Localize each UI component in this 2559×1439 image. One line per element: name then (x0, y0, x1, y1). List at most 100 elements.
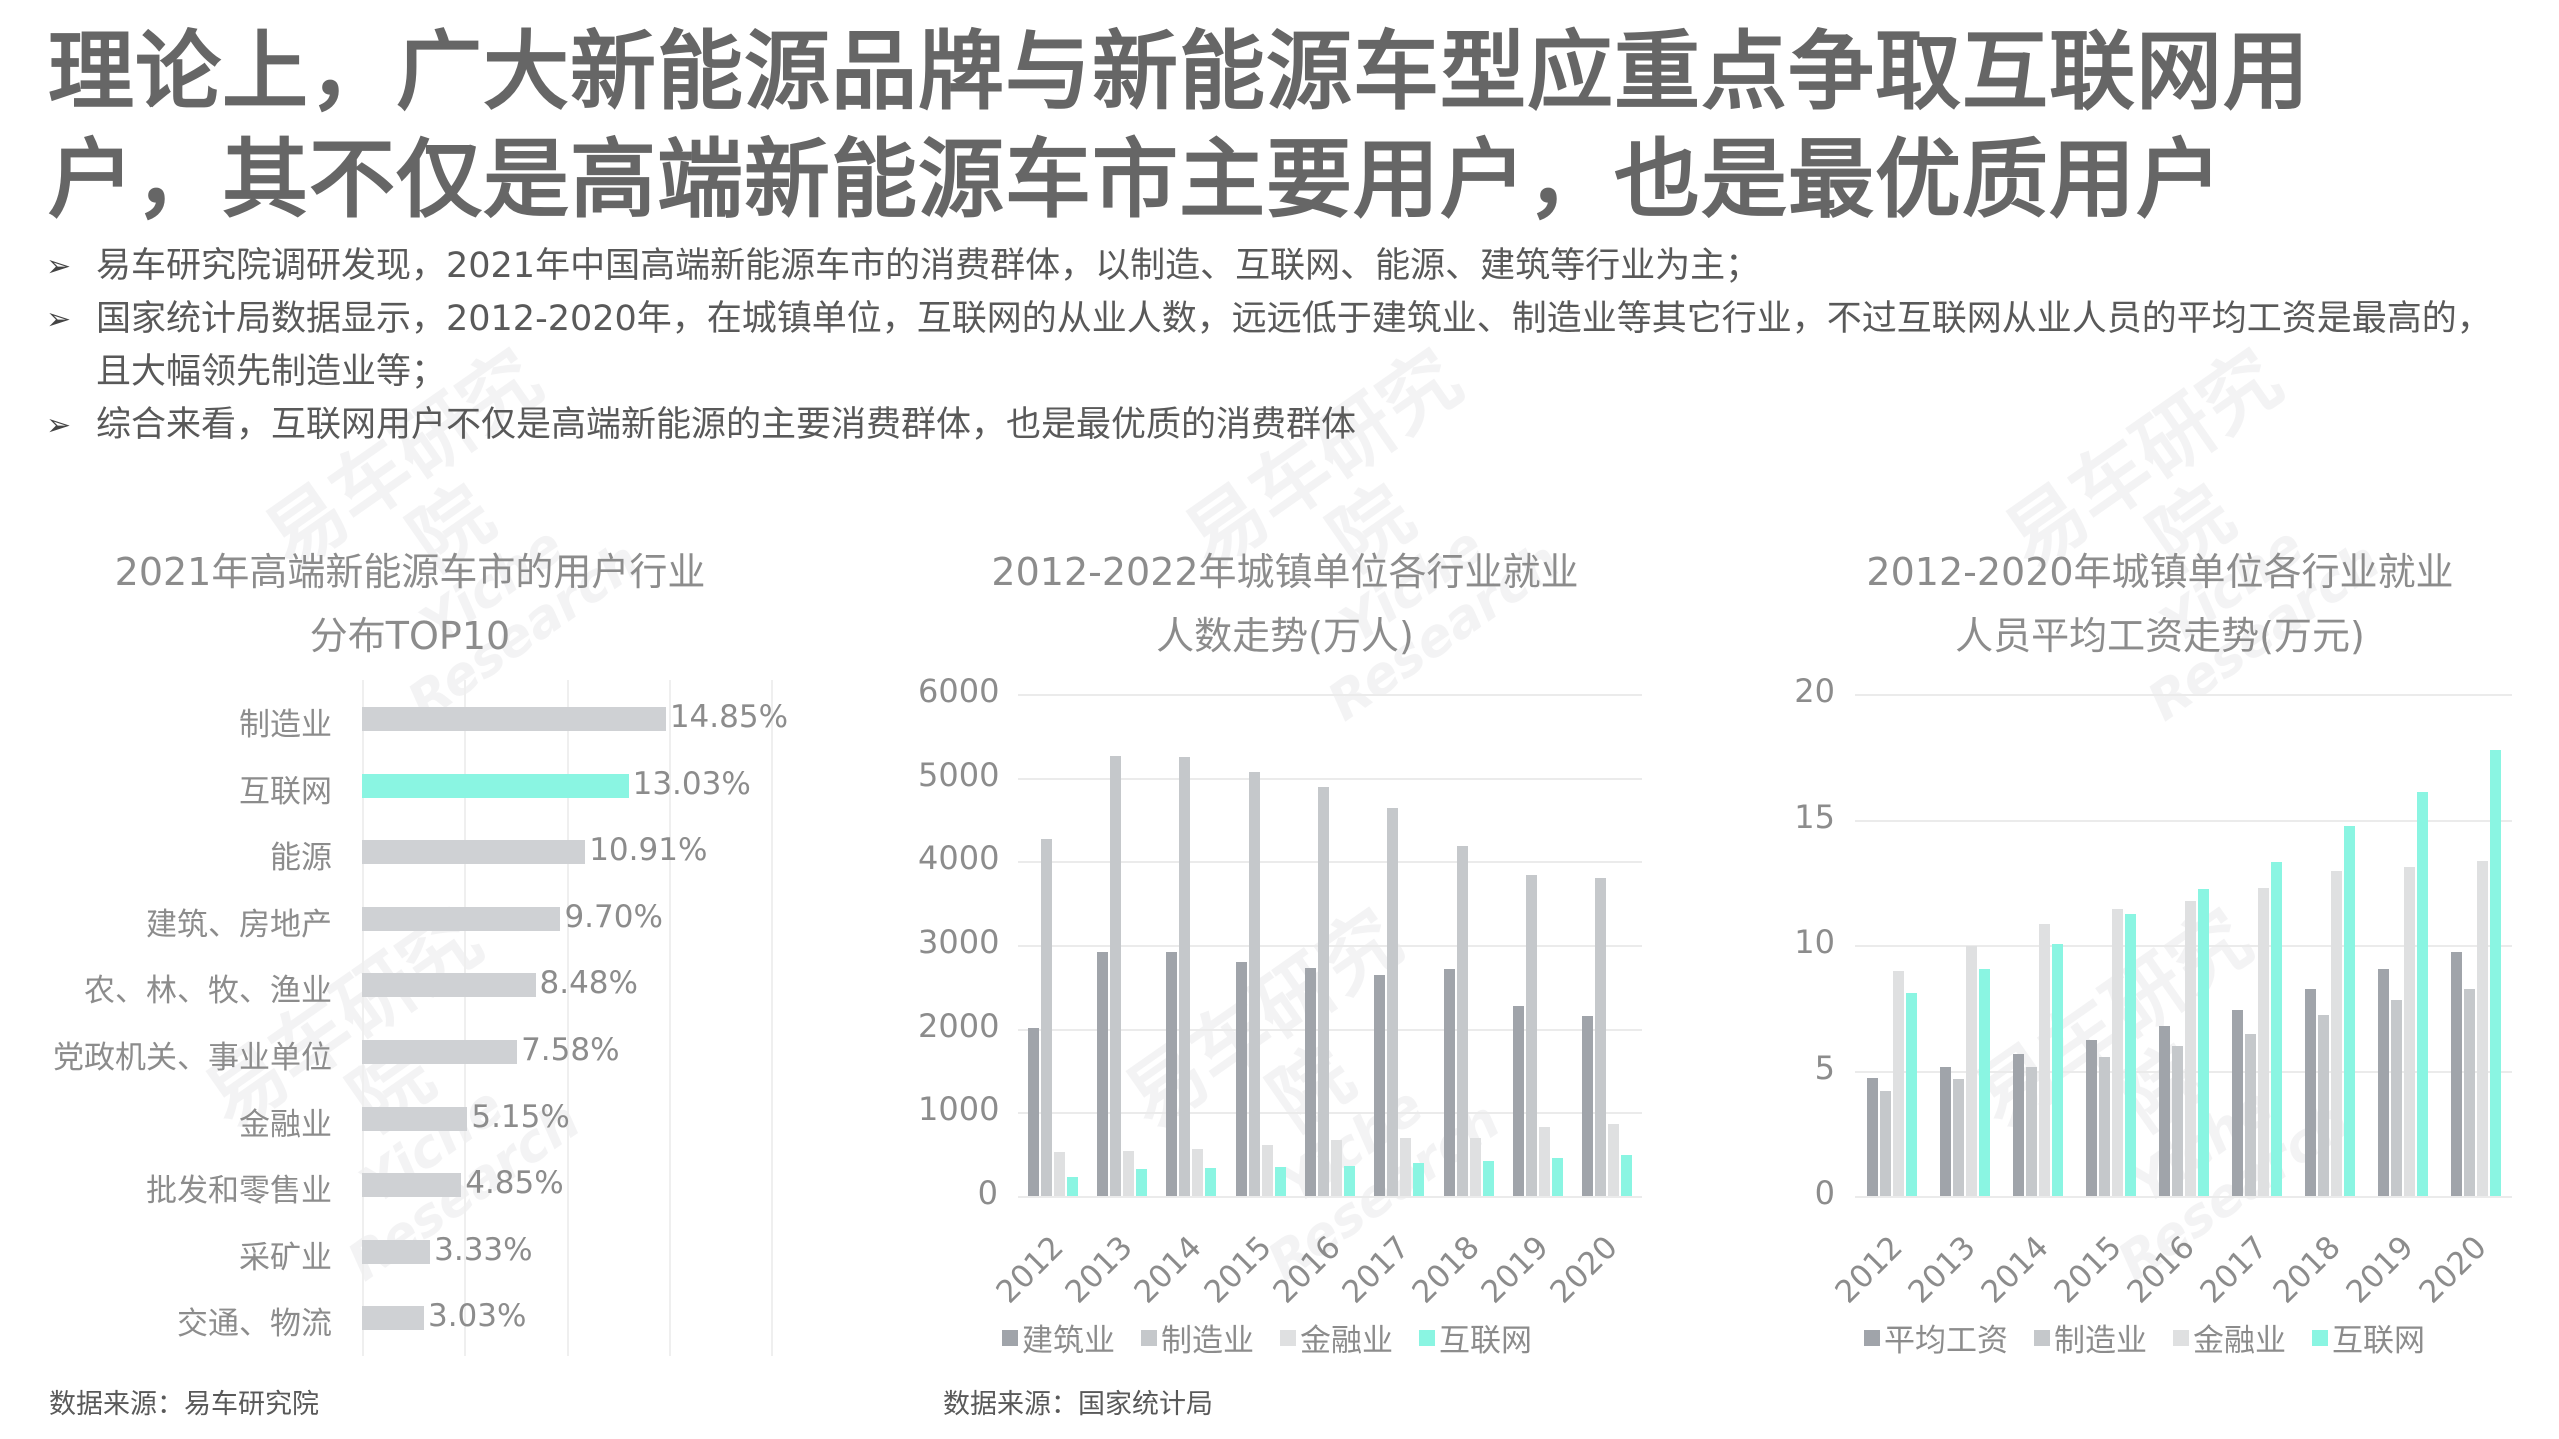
legend-label: 互联网 (2332, 1323, 2425, 1359)
grid-line (1855, 819, 2512, 822)
source-note-right: 数据来源：国家统计局 (943, 1389, 1213, 1420)
grid-line (566, 680, 569, 1356)
grid-line (1018, 694, 1642, 696)
bar-互联网 (2051, 943, 2063, 1196)
legend-item: 平均工资 (1864, 1315, 2008, 1360)
legend-label: 制造业 (2054, 1323, 2147, 1359)
bar-建筑业 (1027, 1027, 1039, 1196)
bullet-list: ➢ 易车研究院调研发现，2021年中国高端新能源车市的消费群体，以制造、互联网、… (46, 240, 2516, 452)
bar-金融业 (2111, 908, 2123, 1196)
legend: 平均工资 制造业 金融业 互联网 (1864, 1315, 2425, 1360)
bar-互联网 (1905, 993, 1917, 1196)
chart1-title-line-2: 分布TOP10 (309, 614, 511, 658)
plot-area (1018, 694, 1642, 1196)
bar-建筑业 (1305, 968, 1316, 1196)
bar-category-label: 建筑、房地产 (146, 906, 332, 943)
bar-互联网 (2197, 888, 2209, 1196)
bar-制造业 (1879, 1090, 1891, 1196)
arrow-bullet-icon: ➢ (46, 302, 72, 337)
bar-互联网 (1066, 1177, 1078, 1196)
legend: 建筑业 制造业 金融业 互联网 (1002, 1315, 1532, 1360)
grid-line (771, 680, 774, 1356)
bar-category-label: 金融业 (239, 1106, 332, 1143)
legend-item: 金融业 (2173, 1315, 2286, 1360)
bar-制造业 (1110, 756, 1121, 1196)
page-title-line-1: 理论上，广大新能源品牌与新能源车型应重点争取互联网用 (48, 22, 2310, 122)
y-tick-label: 5000 (918, 755, 1000, 794)
bar-平均工资 (2231, 1009, 2243, 1196)
bar-金融业 (2184, 901, 2196, 1196)
legend-item: 制造业 (2034, 1315, 2147, 1360)
bar-互联网 (2124, 913, 2136, 1196)
bar-金融业 (1123, 1151, 1134, 1196)
y-tick-label: 1000 (918, 1090, 1000, 1129)
bar-互联网 (1978, 968, 1990, 1196)
bar-平均工资 (2304, 988, 2316, 1196)
legend-label: 金融业 (1300, 1323, 1393, 1359)
legend-label: 制造业 (1161, 1323, 1254, 1359)
bar-互联网 (1136, 1168, 1147, 1196)
y-tick-label: 4000 (918, 839, 1000, 878)
legend-swatch-icon (2034, 1329, 2050, 1346)
bar-制造业 (2171, 1045, 2183, 1196)
bar-制造业 (2098, 1056, 2110, 1196)
legend-label: 平均工资 (1884, 1323, 2008, 1359)
grid-line (1018, 777, 1642, 780)
arrow-bullet-icon: ➢ (46, 408, 72, 443)
y-tick-label: 2000 (918, 1006, 1000, 1045)
grid-line (464, 680, 467, 1356)
bar-互联网 (2343, 825, 2355, 1196)
legend-item: 互联网 (1419, 1315, 1532, 1360)
legend-item: 金融业 (1280, 1315, 1393, 1360)
bullet-text: 综合来看，互联网用户不仅是高端新能源的主要消费群体，也是最优质的消费群体 (96, 405, 1357, 445)
legend-item: 互联网 (2312, 1315, 2425, 1360)
bullet-item: ➢ 易车研究院调研发现，2021年中国高端新能源车市的消费群体，以制造、互联网、… (46, 240, 2516, 293)
legend-swatch-icon (2173, 1329, 2189, 1346)
chart1-title-line-1: 2021年高端新能源车市的用户行业 (114, 550, 706, 594)
bar-金融业 (1331, 1140, 1342, 1196)
page-title: 理论上，广大新能源品牌与新能源车型应重点争取互联网用 户，其不仅是高端新能源车市… (48, 18, 2528, 234)
source-note-left: 数据来源：易车研究院 (49, 1389, 319, 1420)
bullet-item: ➢ 国家统计局数据显示，2012-2020年，在城镇单位，互联网的从业人数，远远… (46, 293, 2516, 399)
grid-line (1018, 945, 1642, 947)
y-tick-label: 15 (1794, 797, 1835, 836)
bar-category-label: 交通、物流 (177, 1306, 332, 1343)
plot-area (1855, 694, 2512, 1196)
bar-平均工资 (1939, 1066, 1951, 1196)
bar-建筑业 (1374, 974, 1386, 1196)
bar (362, 1106, 468, 1131)
bar-制造业 (1248, 771, 1260, 1196)
bar-金融业 (1608, 1124, 1620, 1196)
bullet-text: 易车研究院调研发现，2021年中国高端新能源车市的消费群体，以制造、互联网、能源… (96, 246, 1761, 286)
bar (362, 906, 561, 931)
bar-value-label: 3.03% (427, 1298, 527, 1335)
chart2-title-line-1: 2012-2022年城镇单位各行业就业 (991, 550, 1579, 594)
legend-swatch-icon (1141, 1329, 1157, 1346)
bar-互联网 (1344, 1165, 1355, 1196)
bar-制造业 (1595, 877, 1607, 1196)
bar-金融业 (1892, 970, 1904, 1196)
chart3-title: 2012-2020年城镇单位各行业就业 人员平均工资走势(万元) (1830, 540, 2490, 668)
y-tick-label: 3000 (918, 923, 1000, 961)
y-tick-label: 10 (1794, 923, 1835, 961)
bar-category-label: 能源 (270, 840, 332, 877)
grid-line (1018, 1028, 1642, 1031)
y-tick-label: 5 (1814, 1048, 1835, 1087)
bar-category-label: 党政机关、事业单位 (53, 1040, 332, 1076)
bar-平均工资 (2377, 968, 2389, 1196)
bar-制造业 (2463, 988, 2475, 1196)
bar-建筑业 (1582, 1016, 1594, 1196)
legend-label: 互联网 (1439, 1323, 1532, 1359)
bar-制造业 (1952, 1079, 1964, 1196)
chart2-title-line-2: 人数走势(万人) (1156, 614, 1414, 658)
bar (362, 1306, 424, 1331)
bar-制造业 (1179, 757, 1191, 1196)
grid-line (1018, 861, 1642, 864)
bar-互联网 (1413, 1162, 1425, 1196)
chart1-industry-distribution: 制造业 14.85% 互联网 13.03% 能源 10.91% 建筑、房地产 9.70% 农、林… (0, 680, 840, 1356)
grid-line (1855, 694, 2512, 696)
legend-swatch-icon (1002, 1329, 1018, 1346)
bar-value-label: 7.58% (521, 1032, 620, 1068)
bar-互联网 (2416, 791, 2428, 1196)
bar (362, 1040, 518, 1064)
